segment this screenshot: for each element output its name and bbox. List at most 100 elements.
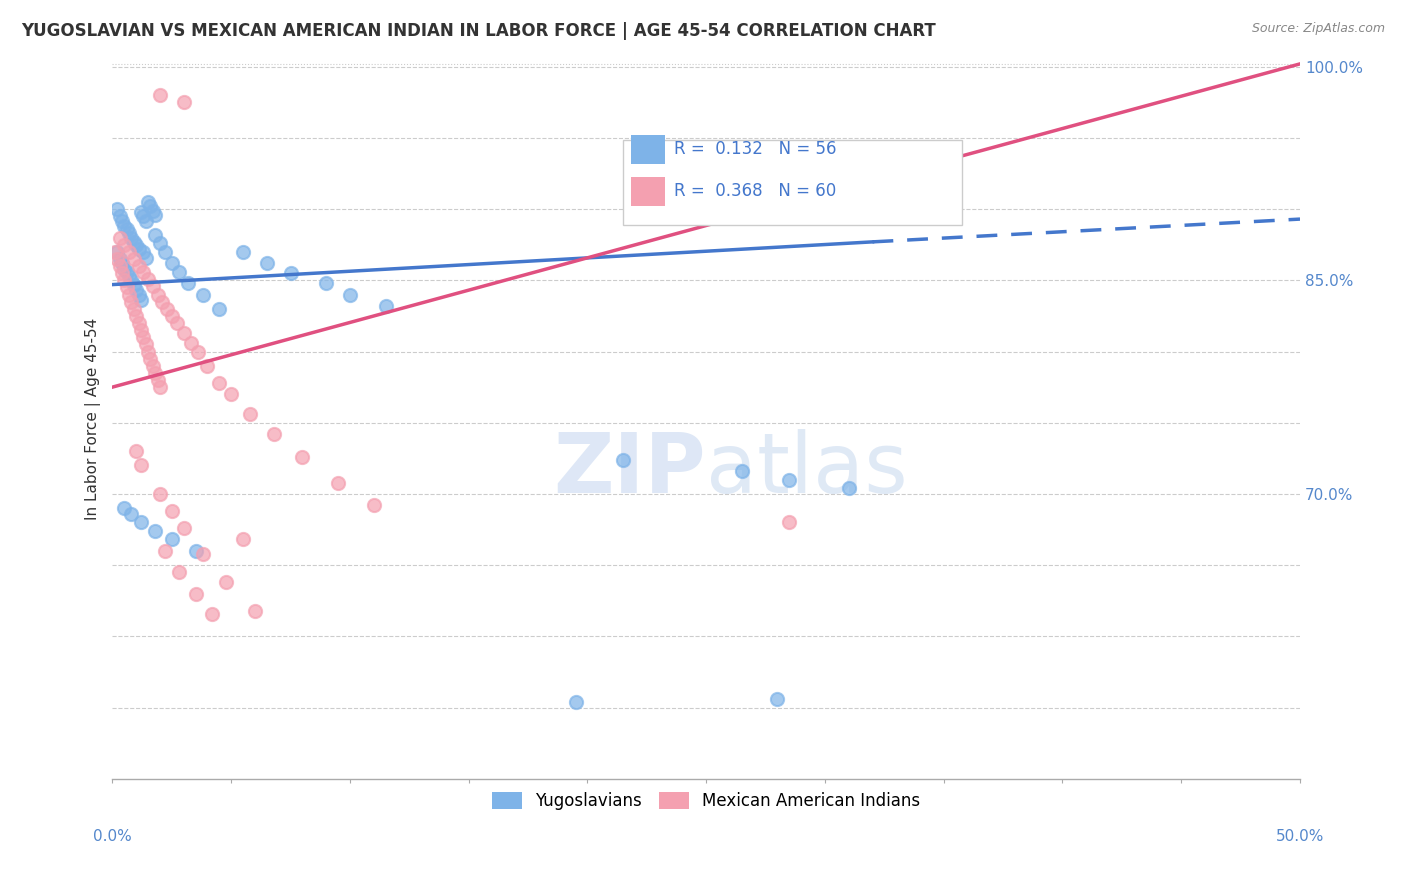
Point [153,544,176,558]
Point [105,244,128,259]
Point [191,547,214,561]
Point [150,294,173,309]
Point [564,695,586,709]
Point [120,294,142,309]
Point [291,450,314,464]
Point [132,209,155,223]
Point [232,244,254,259]
Point [118,268,141,283]
Point [838,481,860,495]
Point [256,256,278,270]
Point [104,244,127,259]
Point [374,299,396,313]
Point [180,336,202,351]
Bar [631,177,665,205]
Point [128,316,150,330]
Point [128,242,150,256]
Point [173,95,195,110]
Point [105,202,128,216]
Point [219,387,242,401]
Point [125,237,148,252]
Point [129,458,152,473]
Point [135,251,157,265]
Point [143,227,166,242]
Point [143,524,166,538]
Point [184,544,207,558]
Point [160,533,183,547]
Text: ZIP: ZIP [554,429,706,510]
Point [125,309,148,323]
Point [143,366,166,380]
Point [108,259,131,273]
Point [108,230,131,244]
Point [191,287,214,301]
Point [122,235,145,249]
Point [112,237,135,252]
Point [173,521,195,535]
Point [115,280,138,294]
Point [112,501,135,516]
Point [120,273,142,287]
Point [132,330,155,344]
Point [184,586,207,600]
Point [108,252,131,266]
Y-axis label: In Labor Force | Age 45-54: In Labor Force | Age 45-54 [86,318,101,520]
Point [125,283,148,297]
Point [167,566,190,580]
Point [111,213,134,227]
Point [239,407,262,421]
Point [135,337,157,351]
Point [363,498,385,512]
Point [731,464,754,478]
Bar [631,135,665,164]
Point [135,213,157,227]
Point [136,344,159,359]
Point [112,261,135,276]
Point [128,259,150,273]
Text: R =  0.132   N = 56: R = 0.132 N = 56 [673,140,837,159]
Point [118,287,141,301]
Point [112,273,135,287]
Point [129,323,152,337]
Point [243,604,266,618]
Point [112,219,135,234]
Point [115,265,138,279]
Point [139,351,162,366]
Point [766,692,789,706]
Text: Source: ZipAtlas.com: Source: ZipAtlas.com [1251,22,1385,36]
Point [778,516,800,530]
Point [115,222,138,236]
Point [160,256,183,270]
Point [136,272,159,286]
Point [118,227,141,241]
Point [111,266,134,280]
Point [146,373,169,387]
Point [187,344,209,359]
Point [146,287,169,301]
Point [156,301,179,316]
Text: YUGOSLAVIAN VS MEXICAN AMERICAN INDIAN IN LABOR FORCE | AGE 45-54 CORRELATION CH: YUGOSLAVIAN VS MEXICAN AMERICAN INDIAN I… [21,22,936,40]
Point [149,236,172,251]
Text: atlas: atlas [706,429,908,510]
Point [173,326,195,340]
Point [208,301,231,316]
Text: R =  0.368   N = 60: R = 0.368 N = 60 [673,182,837,200]
Text: 50.0%: 50.0% [1275,829,1324,844]
Point [142,279,165,293]
Point [197,359,219,373]
Point [143,208,166,222]
Point [125,444,148,458]
Point [177,276,200,290]
Point [166,316,188,330]
Point [315,276,337,290]
Point [108,209,131,223]
Point [111,256,134,270]
Point [122,301,145,316]
Point [132,244,155,259]
Point [149,88,172,103]
Point [215,575,238,590]
Point [122,252,145,266]
Point [612,452,634,467]
Point [105,252,128,266]
Point [232,533,254,547]
